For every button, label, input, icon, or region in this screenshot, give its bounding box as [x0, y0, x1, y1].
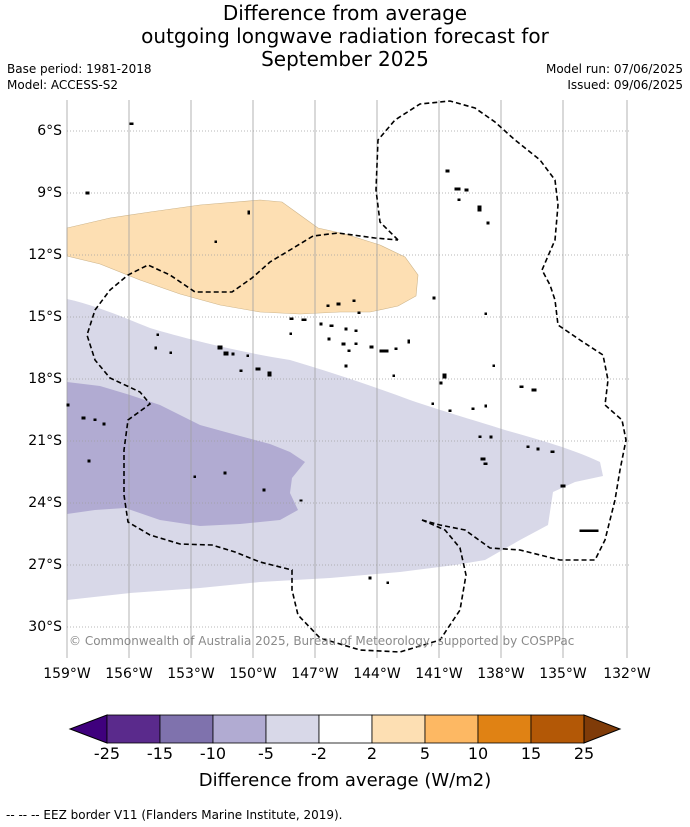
lat-label: 9°S: [37, 185, 62, 201]
colorbar-segment: [265, 714, 320, 744]
colorbar-tick: 15: [520, 744, 542, 763]
island-outlines: [66, 122, 599, 584]
graticule-lines: [66, 100, 630, 658]
lat-label: 6°S: [37, 123, 62, 139]
lon-label: 150°W: [229, 666, 277, 682]
colorbar-segment: [318, 714, 373, 744]
colorbar-tick: 2: [366, 744, 378, 763]
lon-label: 147°W: [291, 666, 339, 682]
lat-label: 24°S: [28, 495, 62, 511]
lat-label: 21°S: [28, 433, 62, 449]
colorbar-segment: [371, 714, 426, 744]
lon-label: 159°W: [43, 666, 91, 682]
colorbar-tick: 10: [467, 744, 489, 763]
colorbar-label: Difference from average (W/m2): [198, 770, 492, 791]
lon-label: 138°W: [477, 666, 525, 682]
lon-label: 135°W: [539, 666, 587, 682]
lat-label: 18°S: [28, 371, 62, 387]
title-line-2: outgoing longwave radiation forecast for: [141, 24, 549, 48]
lat-label: 12°S: [28, 247, 62, 263]
lon-label: 141°W: [415, 666, 463, 682]
issued-date: Issued: 09/06/2025: [567, 78, 683, 92]
lon-label: 153°W: [167, 666, 215, 682]
lat-label: 27°S: [28, 557, 62, 573]
title-line-3: September 2025: [261, 47, 429, 71]
lon-label: 132°W: [603, 666, 651, 682]
map-copyright: © Commonwealth of Australia 2025, Bureau…: [69, 634, 575, 648]
colorbar-tick: 5: [419, 744, 431, 763]
lat-label: 15°S: [28, 309, 62, 325]
colorbar-extension-high: [583, 714, 622, 744]
model-name: Model: ACCESS-S2: [7, 78, 119, 92]
anomaly-region-minus10-minus5: [67, 382, 305, 526]
colorbar-segment: [106, 714, 161, 744]
colorbar-tick: -10: [199, 744, 227, 763]
colorbar-segments: [68, 714, 622, 744]
lat-label: 30°S: [28, 619, 62, 635]
eez-border: [86, 100, 627, 653]
colorbar-segment: [477, 714, 532, 744]
eez-legend-footer: -- -- -- EEZ border V11 (Flanders Marine…: [6, 808, 343, 822]
base-period: Base period: 1981-2018: [7, 62, 152, 76]
colorbar-tick: -2: [311, 744, 327, 763]
colorbar-segment: [212, 714, 267, 744]
colorbar-tick: -5: [258, 744, 274, 763]
title-line-1: Difference from average: [222, 1, 468, 25]
colorbar-segment: [530, 714, 585, 744]
colorbar-segment: [159, 714, 214, 744]
colorbar-tick: -15: [146, 744, 174, 763]
colorbar-segment: [424, 714, 479, 744]
anomaly-region-plus2-plus5: [66, 199, 419, 315]
lon-label: 156°W: [105, 666, 153, 682]
colorbar-extension-low: [68, 714, 108, 744]
colorbar-tick: -25: [93, 744, 121, 763]
lon-label: 144°W: [353, 666, 401, 682]
model-run-date: Model run: 07/06/2025: [545, 62, 683, 76]
colorbar-tick: 25: [573, 744, 595, 763]
